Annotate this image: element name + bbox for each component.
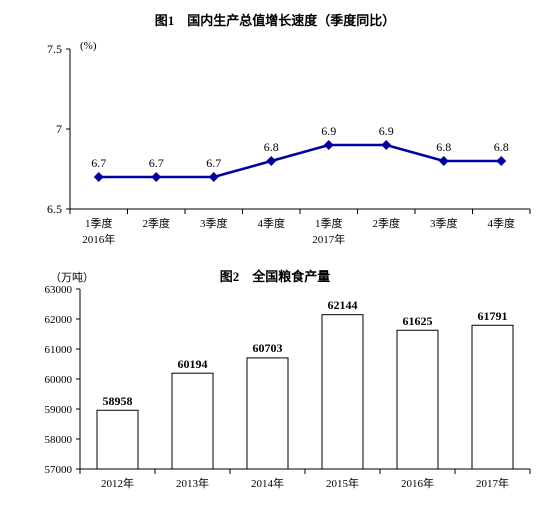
chart2-xlabel-2: 2014年 bbox=[251, 476, 284, 490]
chart2-yticks: 57000 58000 59000 60000 61000 62000 6300… bbox=[45, 284, 81, 476]
chart1-ytick-0: 6.5 bbox=[47, 202, 70, 216]
chart2-val-4: 61625 bbox=[403, 314, 433, 328]
chart2-ytl-6: 63000 bbox=[45, 284, 73, 296]
chart2-val-5: 61791 bbox=[478, 309, 508, 323]
chart2-xlabel-5: 2017年 bbox=[476, 476, 509, 490]
chart1-xlabel-7: 4季度 bbox=[488, 216, 516, 230]
chart2-bar-5 bbox=[472, 325, 513, 469]
chart2-bar-1 bbox=[172, 373, 213, 469]
chart1-svg: (%) 6.5 7 7.5 1季度 2季度 3季度 4季度 1季度 2季度 3季… bbox=[0, 29, 550, 259]
chart2-ytl-0: 57000 bbox=[45, 464, 73, 476]
chart2-xlabel-0: 2012年 bbox=[101, 476, 134, 490]
chart2-xlabel-1: 2013年 bbox=[176, 476, 209, 490]
chart1-xgroup-0: 2016年 bbox=[82, 232, 115, 246]
chart1-xlabel-6: 3季度 bbox=[430, 216, 458, 230]
chart1-xlabel-2: 3季度 bbox=[200, 216, 228, 230]
chart2-xlabel-3: 2015年 bbox=[326, 476, 359, 490]
chart2-ytl-5: 62000 bbox=[45, 314, 73, 326]
chart2-val-2: 60703 bbox=[253, 341, 283, 355]
chart2-val-3: 62144 bbox=[328, 298, 358, 312]
chart2-yunit: （万吨） bbox=[50, 271, 94, 284]
chart2-bar-4 bbox=[397, 330, 438, 469]
chart2-xlabel-4: 2016年 bbox=[401, 476, 434, 490]
chart1-yunit: (%) bbox=[80, 40, 97, 52]
chart2-bar-0 bbox=[97, 410, 138, 469]
chart1-val-3: 6.8 bbox=[264, 140, 279, 154]
chart1-val-0: 6.7 bbox=[91, 156, 106, 170]
chart1-val-5: 6.9 bbox=[379, 124, 394, 138]
chart1-ytick-label-2: 7.5 bbox=[47, 42, 62, 56]
chart1-xlabel-5: 2季度 bbox=[373, 216, 401, 230]
chart2-bars bbox=[97, 315, 513, 469]
chart1-ytick-1: 7 bbox=[56, 122, 70, 136]
chart2-svg: 图2 全国粮食产量 （万吨） 57000 58000 59000 60000 6… bbox=[0, 259, 550, 519]
chart1-val-1: 6.7 bbox=[149, 156, 164, 170]
chart1-xlabel-0: 1季度 bbox=[85, 216, 113, 230]
chart1-xlabel-3: 4季度 bbox=[258, 216, 286, 230]
chart1-val-7: 6.8 bbox=[494, 140, 509, 154]
chart1-val-6: 6.8 bbox=[436, 140, 451, 154]
chart2-ytl-1: 58000 bbox=[45, 434, 73, 446]
chart1-xlabel-4: 1季度 bbox=[315, 216, 343, 230]
chart1-ytick-2: 7.5 bbox=[47, 42, 70, 56]
chart2-ytl-2: 59000 bbox=[45, 404, 73, 416]
chart2-title: 图2 全国粮食产量 bbox=[220, 269, 331, 284]
chart1-xlabel-1: 2季度 bbox=[143, 216, 171, 230]
chart1-val-4: 6.9 bbox=[321, 124, 336, 138]
chart2-ytl-3: 60000 bbox=[45, 374, 73, 386]
chart2-ytl-4: 61000 bbox=[45, 344, 73, 356]
chart2-val-1: 60194 bbox=[178, 357, 208, 371]
chart1-ytick-label-0: 6.5 bbox=[47, 202, 62, 216]
chart1-ytick-label-1: 7 bbox=[56, 122, 62, 136]
chart2-bar-3 bbox=[322, 315, 363, 469]
chart1-title: 图1 国内生产总值增长速度（季度同比） bbox=[0, 0, 550, 29]
chart1-val-2: 6.7 bbox=[206, 156, 221, 170]
chart2-bar-2 bbox=[247, 358, 288, 469]
chart1-xgroup-1: 2017年 bbox=[312, 232, 345, 246]
chart2-val-0: 58958 bbox=[103, 394, 133, 408]
